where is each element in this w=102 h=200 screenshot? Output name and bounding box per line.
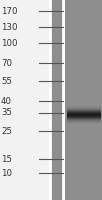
Text: 70: 70	[1, 58, 12, 68]
Bar	[51, 0, 63, 200]
Text: 55: 55	[1, 76, 12, 86]
Bar	[0, 0, 50, 200]
Text: 35: 35	[1, 108, 12, 117]
Text: 130: 130	[1, 22, 18, 31]
Text: 170: 170	[1, 6, 18, 16]
Text: 15: 15	[1, 154, 12, 164]
Text: 10: 10	[1, 168, 12, 178]
Text: 100: 100	[1, 38, 18, 47]
Text: 40: 40	[1, 97, 12, 106]
Text: 25: 25	[1, 127, 12, 136]
Bar	[65, 0, 102, 200]
